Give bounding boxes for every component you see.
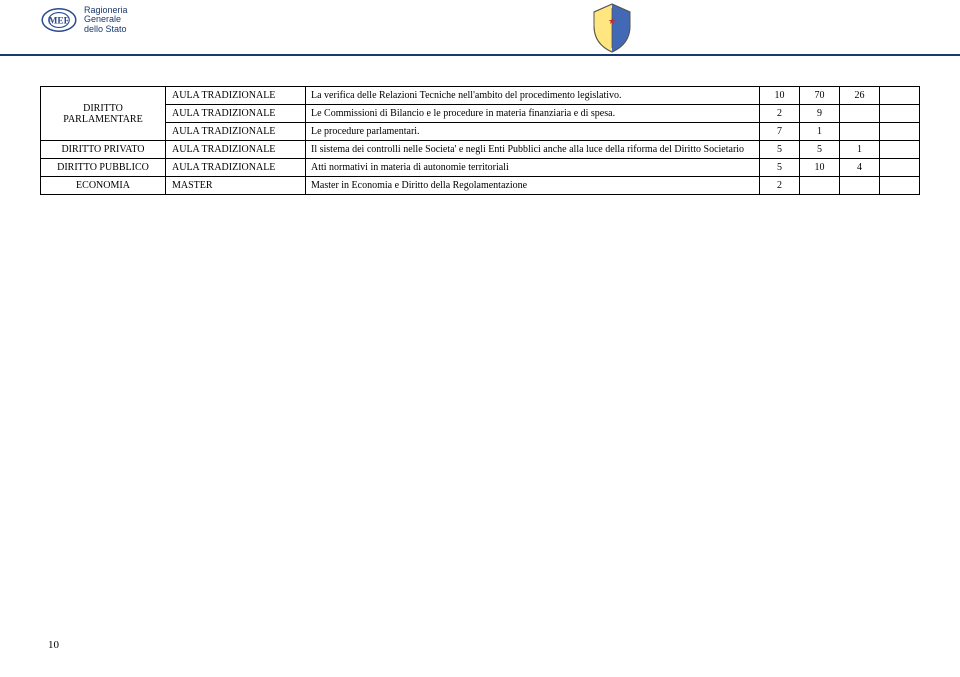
logo-text: Ragioneria Generale dello Stato	[84, 6, 128, 34]
value-cell: 5	[800, 141, 840, 159]
shield-icon: ★	[590, 2, 634, 54]
description-cell: Master in Economia e Diritto della Regol…	[306, 177, 760, 195]
value-cell	[880, 105, 920, 123]
table-row: AULA TRADIZIONALELe Commissioni di Bilan…	[41, 105, 920, 123]
value-cell	[800, 177, 840, 195]
type-cell: AULA TRADIZIONALE	[166, 141, 306, 159]
value-cell: 10	[800, 159, 840, 177]
value-cell	[880, 123, 920, 141]
page-header: MEF Ragioneria Generale dello Stato ★	[0, 0, 960, 56]
svg-text:★: ★	[608, 16, 616, 26]
table-row: DIRITTO PRIVATOAULA TRADIZIONALEIl siste…	[41, 141, 920, 159]
value-cell	[840, 177, 880, 195]
logo-block: MEF Ragioneria Generale dello Stato	[40, 6, 920, 34]
category-cell: ECONOMIA	[41, 177, 166, 195]
category-cell: DIRITTO PARLAMENTARE	[41, 87, 166, 141]
value-cell: 1	[800, 123, 840, 141]
table-row: AULA TRADIZIONALELe procedure parlamenta…	[41, 123, 920, 141]
value-cell	[880, 141, 920, 159]
value-cell: 5	[760, 159, 800, 177]
value-cell: 7	[760, 123, 800, 141]
value-cell: 9	[800, 105, 840, 123]
value-cell	[880, 159, 920, 177]
table-row: DIRITTO PARLAMENTAREAULA TRADIZIONALELa …	[41, 87, 920, 105]
value-cell: 26	[840, 87, 880, 105]
svg-text:MEF: MEF	[49, 17, 70, 27]
table-row: ECONOMIAMASTERMaster in Economia e Dirit…	[41, 177, 920, 195]
description-cell: La verifica delle Relazioni Tecniche nel…	[306, 87, 760, 105]
table-row: DIRITTO PUBBLICOAULA TRADIZIONALEAtti no…	[41, 159, 920, 177]
value-cell	[880, 87, 920, 105]
description-cell: Atti normativi in materia di autonomie t…	[306, 159, 760, 177]
type-cell: AULA TRADIZIONALE	[166, 87, 306, 105]
type-cell: MASTER	[166, 177, 306, 195]
content-area: DIRITTO PARLAMENTAREAULA TRADIZIONALELa …	[0, 56, 960, 195]
description-cell: Le Commissioni di Bilancio e le procedur…	[306, 105, 760, 123]
page-number: 10	[48, 639, 59, 651]
type-cell: AULA TRADIZIONALE	[166, 105, 306, 123]
category-cell: DIRITTO PUBBLICO	[41, 159, 166, 177]
value-cell: 2	[760, 177, 800, 195]
description-cell: Il sistema dei controlli nelle Societa' …	[306, 141, 760, 159]
value-cell: 70	[800, 87, 840, 105]
value-cell: 2	[760, 105, 800, 123]
description-cell: Le procedure parlamentari.	[306, 123, 760, 141]
type-cell: AULA TRADIZIONALE	[166, 123, 306, 141]
value-cell: 4	[840, 159, 880, 177]
mef-logo-icon: MEF	[40, 6, 78, 34]
value-cell: 1	[840, 141, 880, 159]
value-cell	[840, 105, 880, 123]
data-table: DIRITTO PARLAMENTAREAULA TRADIZIONALELa …	[40, 86, 920, 195]
value-cell: 5	[760, 141, 800, 159]
value-cell: 10	[760, 87, 800, 105]
type-cell: AULA TRADIZIONALE	[166, 159, 306, 177]
org-line3: dello Stato	[84, 25, 128, 34]
category-cell: DIRITTO PRIVATO	[41, 141, 166, 159]
value-cell	[880, 177, 920, 195]
value-cell	[840, 123, 880, 141]
